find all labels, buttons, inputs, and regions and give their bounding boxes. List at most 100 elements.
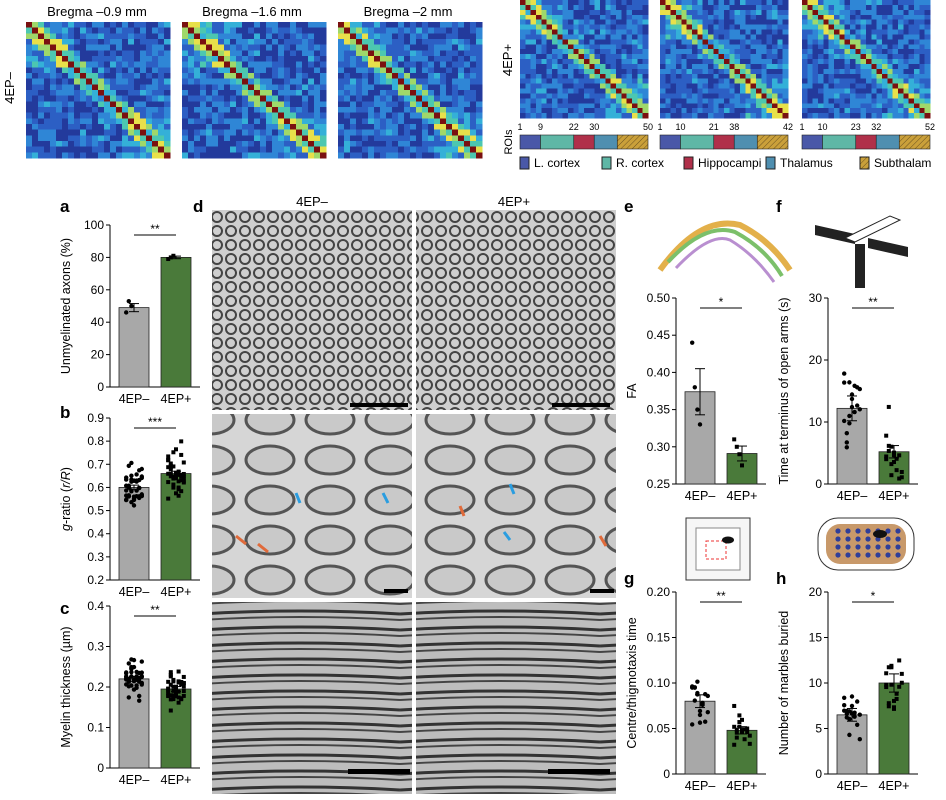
data-point [171,688,176,693]
data-point [179,439,184,444]
data-point [884,671,889,676]
bar [160,256,192,388]
y-tick-label: 0.3 [87,640,104,654]
x-tick-label: 4EP+ [727,779,758,793]
marble [895,528,901,534]
data-point [168,682,173,687]
marble [865,528,871,534]
data-point [889,473,894,478]
panel-letter-d: d [193,197,203,216]
panel-letter-g: g [624,569,634,588]
bar [118,487,150,581]
matrix-3 [338,22,483,159]
significance-label: * [871,589,876,603]
data-point [747,741,752,746]
data-point [176,679,181,684]
data-point [176,700,181,705]
data-point [129,303,134,309]
y-tick-label: 0.15 [647,631,671,645]
data-point [179,452,184,457]
row-label-4ep-plus: 4EP+ [500,44,515,76]
em-col-label-right: 4EP+ [498,194,530,209]
panel-letter-a: a [60,197,70,216]
data-point [179,682,184,687]
data-point [892,460,896,465]
data-point [844,430,849,436]
y-tick-label: 0.10 [647,676,671,690]
data-point [176,479,181,484]
data-point [176,493,181,498]
data-point [126,463,131,469]
roi-segment [855,134,877,150]
data-point [886,701,891,706]
data-point [166,480,171,485]
roi-segment [519,134,541,150]
legend-label-subthalam: Subthalam [874,156,931,170]
data-point [899,680,904,685]
roi-tick-label: 10 [675,122,685,132]
roi-segment [573,134,595,150]
chart-b: 0.2 0.3 0.4 0.5 0.6 0.7 0.8 0.9 g-ratio (r/R) 4EP… [59,411,200,599]
significance-label: *** [148,415,162,429]
roi-segment [680,134,715,150]
chart-h: 0 5 10 15 20 Number of marbles buried 4EP– 4EP+… [777,585,918,793]
data-point [737,720,742,725]
data-point [855,699,860,704]
data-point [842,695,847,700]
legend-label-l-cortex: L. cortex [534,156,580,170]
roi-segment [875,134,900,150]
bar [878,682,910,775]
data-point [171,684,176,689]
data-point [703,691,708,697]
y-tick-label: 0.9 [87,411,104,425]
y-tick-label: 5 [815,722,822,736]
data-point [857,737,862,742]
data-point [852,409,857,415]
x-tick-label: 4EP+ [879,779,910,793]
data-point [129,674,134,679]
data-point [166,454,171,459]
roi-segment [801,134,823,150]
x-tick-label: 4EP– [685,489,716,503]
y-tick-label: 0.20 [647,585,671,599]
arrow-orange [235,534,247,546]
data-point [171,482,176,487]
data-point [129,460,134,466]
y-tick-label: 60 [91,283,105,297]
chart-a: 0 20 40 60 80 100 Unmyelinated axons (%) 4EP– 4E… [59,218,200,406]
marble [885,544,891,550]
bar [118,678,150,769]
y-tick-label: 0.5 [87,504,104,518]
data-point [857,712,862,717]
roi-segment [898,134,931,150]
arrow-orange [257,542,269,554]
significance-label: ** [716,589,726,603]
matrix-4 [520,0,649,119]
data-point [737,452,742,457]
panel-letter-c: c [60,599,69,618]
y-tick-label: 0.8 [87,434,104,448]
y-tick-label: 0.2 [87,573,104,587]
data-point [171,677,176,682]
em-image-low-mag-plus [416,210,616,410]
chart-e: 0.25 0.30 0.35 0.40 0.45 0.50 FA 4EP– 4EP+ * [625,291,766,503]
data-point [742,737,747,742]
y-axis-label: Centre/thigmotaxis time [625,617,639,748]
y-tick-label: 0.4 [87,527,104,541]
data-point [134,472,139,477]
bar [726,729,758,775]
data-point [889,663,894,668]
em-image-low-mag-minus [212,210,412,410]
data-point [695,407,700,412]
marble [895,544,901,550]
data-point [849,404,855,410]
data-point [886,665,891,670]
data-point [692,385,697,390]
data-point [697,422,703,427]
data-point [179,478,184,483]
data-point [703,719,708,724]
bar [118,307,150,388]
y-tick-label: 0 [815,477,822,491]
data-point [847,380,852,385]
marble [845,536,851,542]
